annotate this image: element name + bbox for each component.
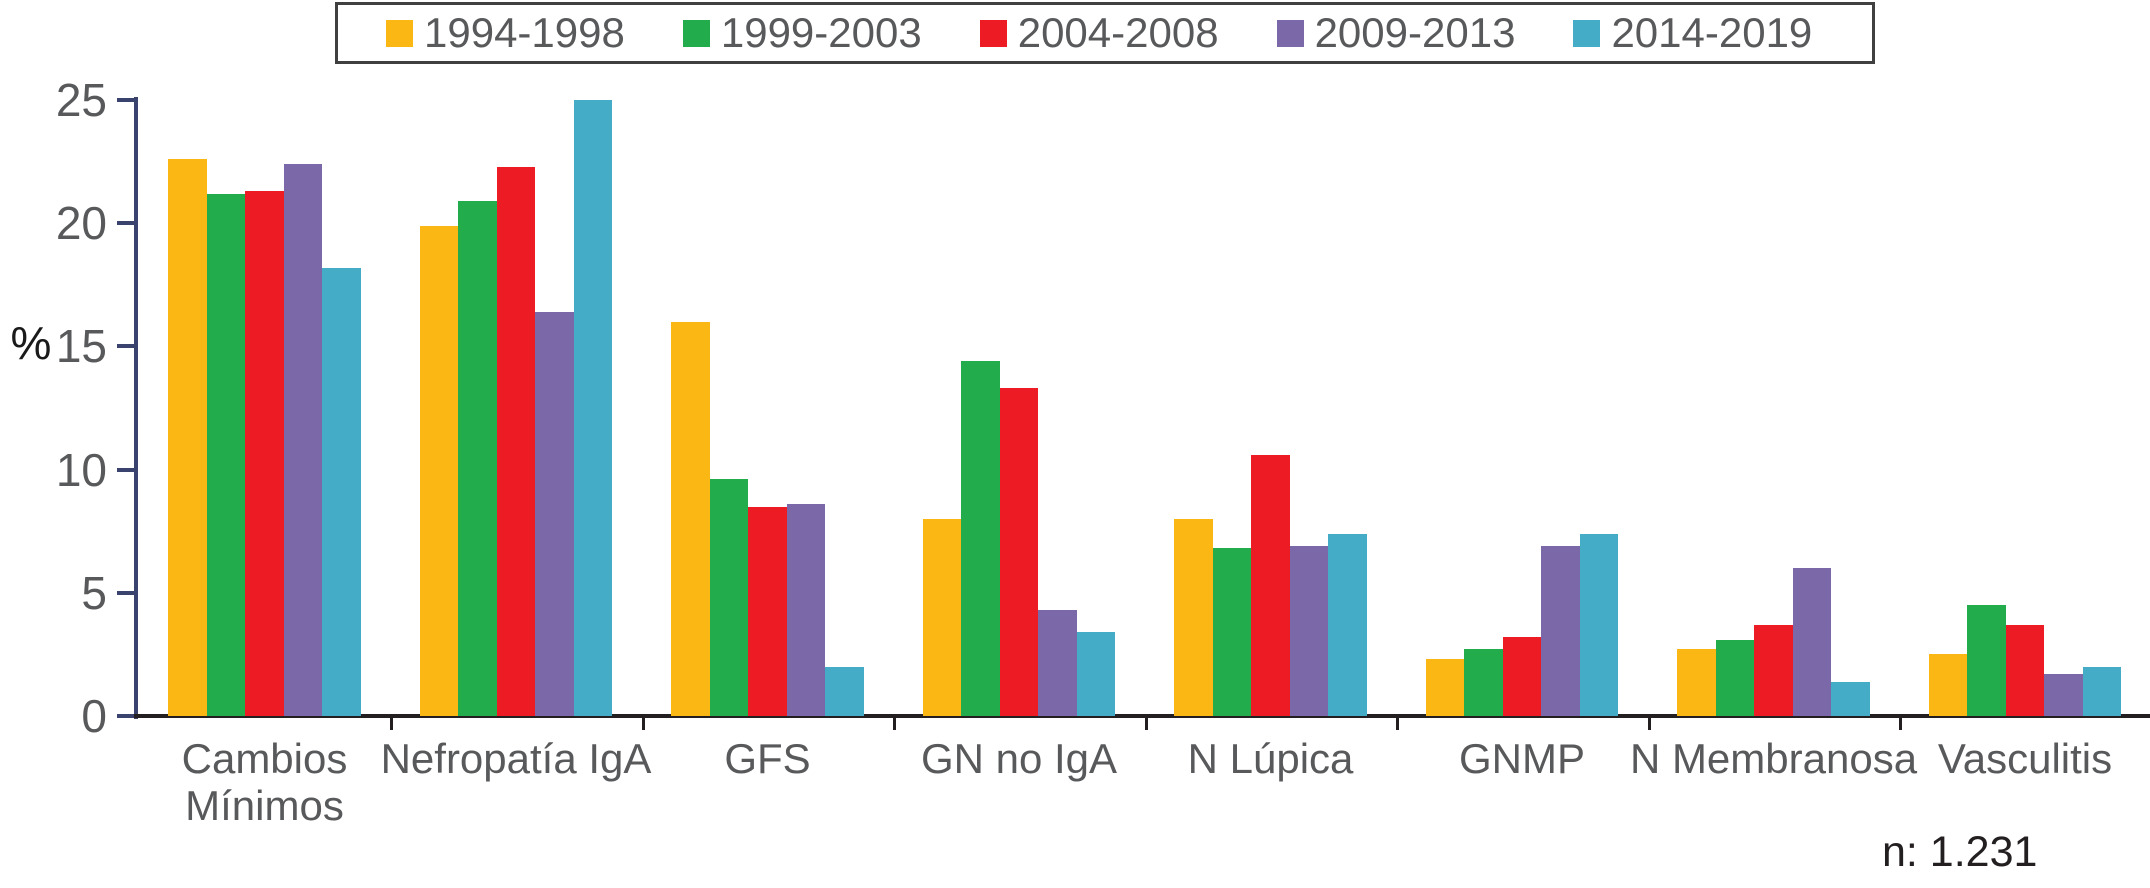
- category-label: Cambios Mínimos: [181, 735, 348, 829]
- legend-item: 2009-2013: [1276, 9, 1516, 57]
- legend-swatch-icon: [1276, 19, 1304, 47]
- y-axis-label: %: [10, 317, 52, 369]
- bar: [1425, 659, 1465, 716]
- bar: [1076, 632, 1116, 716]
- y-axis-tick: [117, 467, 134, 472]
- bar: [419, 225, 459, 716]
- x-axis-tick: [1396, 716, 1399, 730]
- y-tick-label: 0: [81, 690, 107, 742]
- category-label: GNMP: [1459, 735, 1585, 782]
- legend-swatch-icon: [979, 19, 1007, 47]
- x-axis-tick: [1144, 716, 1148, 730]
- bar: [1174, 518, 1213, 716]
- sample-size-annotation: n: 1.231: [1882, 828, 2038, 876]
- legend: 1994-1998 1999-2003 2004-2008 2009-2013 2014…: [335, 2, 1875, 64]
- bar: [786, 504, 826, 716]
- y-axis-tick: [117, 590, 134, 595]
- bar: [496, 166, 536, 716]
- bar: [1677, 649, 1716, 716]
- bar: [1754, 624, 1793, 716]
- bar: [573, 100, 613, 716]
- bar: [1831, 681, 1870, 716]
- bar: [322, 267, 361, 716]
- bar: [1579, 533, 1619, 716]
- bar: [961, 361, 1000, 716]
- legend-label: 2004-2008: [1017, 9, 1219, 56]
- legend-item: 1999-2003: [682, 9, 922, 57]
- legend-item: 2004-2008: [979, 9, 1219, 57]
- legend-swatch-icon: [682, 19, 710, 47]
- bar: [1928, 654, 1968, 716]
- x-axis-tick: [1647, 716, 1651, 730]
- bar: [1038, 610, 1077, 716]
- y-tick-label: 20: [55, 197, 107, 250]
- bar: [1464, 649, 1503, 716]
- bar: [1328, 533, 1367, 716]
- bar: [922, 518, 962, 716]
- bar: [671, 321, 710, 716]
- y-axis-tick: [117, 344, 134, 349]
- legend-label: 1994-1998: [424, 9, 625, 56]
- x-axis-tick: [390, 716, 393, 730]
- category-label: Vasculitis: [1937, 735, 2113, 782]
- bar: [206, 193, 246, 716]
- bar: [1541, 545, 1580, 716]
- category-label: GN no IgA: [920, 735, 1118, 782]
- y-axis-tick: [117, 714, 134, 718]
- bar: [1715, 639, 1755, 716]
- bar: [748, 506, 787, 716]
- bar: [458, 201, 497, 716]
- bar: [2082, 666, 2122, 716]
- x-axis-tick: [893, 716, 896, 730]
- bar: [168, 159, 207, 716]
- bar: [1502, 637, 1542, 716]
- legend-swatch-icon: [1573, 19, 1601, 47]
- x-axis-tick: [641, 716, 645, 730]
- bar: [1212, 548, 1252, 716]
- x-axis-tick: [1899, 716, 1902, 730]
- y-axis-tick: [117, 98, 134, 102]
- legend-label: 1999-2003: [720, 9, 922, 56]
- bar: [245, 191, 284, 716]
- bar: [709, 479, 749, 716]
- bar: [999, 388, 1039, 716]
- y-tick-label: 25: [55, 74, 107, 126]
- category-label: N Membranosa: [1629, 735, 1918, 782]
- category-label: N Lúpica: [1187, 735, 1354, 782]
- y-tick-label: 10: [55, 443, 107, 496]
- bar: [825, 666, 864, 716]
- legend-swatch-icon: [386, 19, 413, 47]
- legend-item: 1994-1998: [386, 9, 625, 57]
- bar: [1289, 545, 1329, 716]
- category-label: Nefropatía IgA: [380, 735, 652, 782]
- bar: [535, 311, 574, 716]
- x-axis: [134, 714, 2150, 718]
- y-axis: [134, 97, 138, 719]
- category-label: GFS: [724, 735, 811, 782]
- bar: [1967, 605, 2006, 716]
- bar: [1792, 568, 1832, 716]
- bar: [283, 164, 323, 716]
- bar: [1251, 454, 1290, 716]
- legend-label: 2014-2019: [1611, 9, 1813, 56]
- y-tick-label: 15: [55, 320, 107, 373]
- bar: [2044, 674, 2083, 716]
- legend-item: 2014-2019: [1573, 9, 1812, 57]
- bar: [2005, 624, 2045, 716]
- legend-label: 2009-2013: [1314, 9, 1516, 56]
- y-axis-tick: [117, 221, 134, 226]
- y-tick-label: 5: [81, 566, 107, 619]
